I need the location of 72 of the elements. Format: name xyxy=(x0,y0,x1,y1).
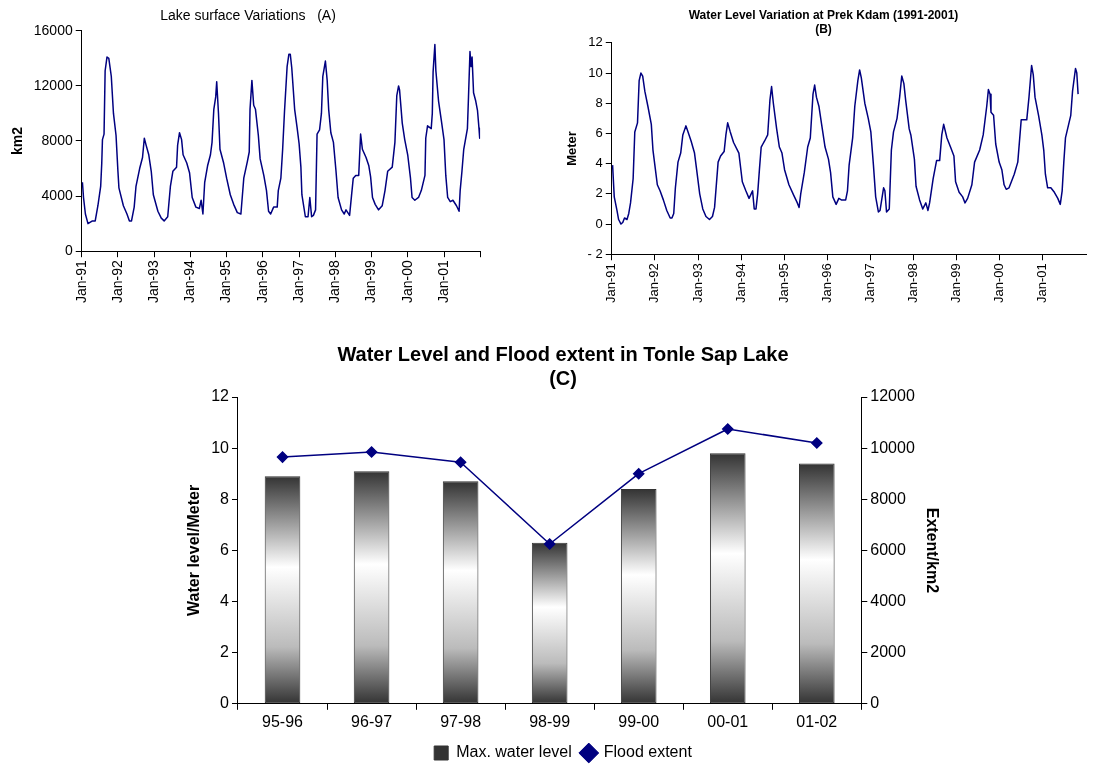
point xyxy=(543,538,556,550)
x-tick-label: Jan-95 xyxy=(217,259,234,304)
chart-title: Lake surface Variations (A) xyxy=(160,7,336,24)
y-tick-label: 0 xyxy=(64,242,73,259)
point xyxy=(811,437,823,449)
y-tick-label: 10 xyxy=(211,438,230,456)
x-tick-label: 99-00 xyxy=(618,712,660,730)
x-tick-label: 00-01 xyxy=(707,712,749,730)
y-tick-label: 6 xyxy=(220,540,230,558)
x-tick-label: 01-02 xyxy=(796,712,838,730)
point xyxy=(721,423,734,435)
x-tick-label: Jan-91 xyxy=(603,263,619,303)
x-tick-label: Jan-92 xyxy=(108,259,125,304)
point xyxy=(454,456,467,468)
y-tick-label: - 2 xyxy=(587,245,603,261)
y-tick-label: 0 xyxy=(220,694,230,712)
y-tick-label: 16000 xyxy=(33,21,73,38)
y-tick-label: 8000 xyxy=(41,131,73,148)
x-tick-label: Jan-97 xyxy=(862,263,878,303)
y-tick-label: 12 xyxy=(211,387,230,405)
x-tick-label: Jan-00 xyxy=(991,263,1007,303)
x-tick-label: Jan-98 xyxy=(326,259,343,304)
x-tick-label: Jan-96 xyxy=(818,263,834,303)
point xyxy=(632,467,645,480)
x-tick-label: 95-96 xyxy=(262,712,304,730)
y-tick-label: 2 xyxy=(595,185,603,201)
chart-title: Water Level Variation at Prek Kdam (1991-2001) (B) xyxy=(688,7,959,36)
y-tick-label: 12 xyxy=(588,34,603,50)
chart-title: Water Level and Flood extent in Tonle Sap Lake (C) xyxy=(337,342,789,389)
y-tick-label: 4000 xyxy=(41,186,73,203)
x-tick-label: Jan-99 xyxy=(948,263,964,303)
x-tick-label: Jan-99 xyxy=(362,259,379,304)
y-axis-title: km2 xyxy=(9,126,26,156)
y-tick-label: 6 xyxy=(595,125,603,140)
y-tick-label: 2 xyxy=(220,643,230,661)
x-tick-label: Jan-96 xyxy=(253,259,270,304)
x-tick-label: Jan-95 xyxy=(775,263,791,303)
y2-tick-label: 10000 xyxy=(870,438,915,456)
y-tick-label: 4 xyxy=(220,591,230,609)
x-tick-label: 98-99 xyxy=(529,712,571,730)
x-tick-label: Jan-97 xyxy=(289,259,306,304)
y-tick-label: 10 xyxy=(588,64,603,80)
x-tick-label: Jan-98 xyxy=(905,263,921,303)
x-tick-label: Jan-93 xyxy=(145,259,162,304)
y-tick-label: 4 xyxy=(595,155,603,171)
x-tick-label: 97-98 xyxy=(440,712,482,730)
y2-tick-label: 6000 xyxy=(870,540,906,558)
y-axis-title: Meter xyxy=(564,131,580,166)
y-tick-label: 8 xyxy=(595,94,603,110)
y-tick-label: 12000 xyxy=(33,76,73,93)
x-tick-label: Jan-01 xyxy=(434,259,451,304)
y2-tick-label: 2000 xyxy=(870,643,906,661)
y2-tick-label: 4000 xyxy=(870,591,906,609)
x-tick-label: Jan-94 xyxy=(181,259,198,304)
y2-tick-label: 0 xyxy=(870,694,880,712)
y2-axis-title: Extent/km2 xyxy=(923,507,941,594)
y-tick-label: 0 xyxy=(595,215,603,231)
legend-label: Max. water level xyxy=(456,743,572,761)
x-tick-label: Jan-94 xyxy=(732,263,748,303)
x-tick-label: Jan-93 xyxy=(689,263,705,303)
x-tick-label: Jan-00 xyxy=(398,259,415,304)
legend-label: Flood extent xyxy=(603,743,693,761)
y2-tick-label: 8000 xyxy=(870,489,906,507)
x-tick-label: Jan-01 xyxy=(1034,263,1050,303)
x-tick-label: Jan-91 xyxy=(72,259,89,304)
y-axis-title: Water level/Meter xyxy=(185,484,203,616)
y-tick-label: 8 xyxy=(220,489,230,507)
x-tick-label: 96-97 xyxy=(351,712,393,730)
x-tick-label: Jan-92 xyxy=(646,263,662,303)
y2-tick-label: 12000 xyxy=(870,387,915,405)
point xyxy=(365,446,378,458)
point xyxy=(276,451,289,463)
